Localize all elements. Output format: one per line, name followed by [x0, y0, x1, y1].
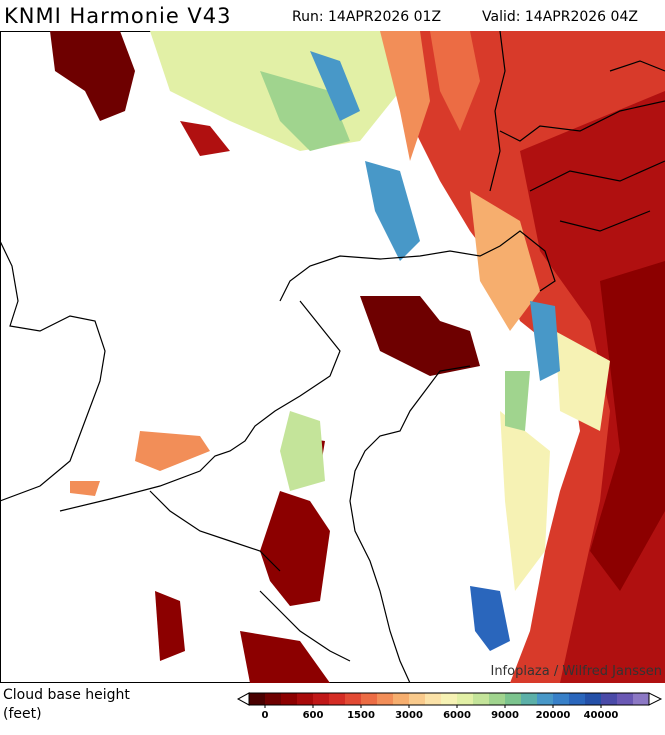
colorbar-swatch — [425, 693, 442, 705]
colorbar: 0 600 1500 3000 6000 9000 20000 40000 — [236, 692, 663, 721]
colorbar-swatch — [505, 693, 522, 705]
run-time: Run: 14APR2026 01Z — [292, 9, 442, 25]
title: KNMI Harmonie V43 — [4, 4, 232, 28]
credit: Infoplaza / Wilfred Janssen — [490, 664, 662, 679]
colorbar-swatch — [361, 693, 378, 705]
colorbar-swatch — [521, 693, 538, 705]
colorbar-swatch — [633, 693, 650, 705]
colorbar-swatch — [473, 693, 490, 705]
colorbar-swatch — [617, 693, 634, 705]
colorbar-tick-label: 40000 — [584, 710, 619, 721]
colorbar-swatch — [345, 693, 362, 705]
colorbar-swatch — [569, 693, 586, 705]
colorbar-swatch — [457, 693, 474, 705]
colorbar-swatch — [281, 693, 298, 705]
colorbar-swatch — [393, 693, 410, 705]
coastlines — [0, 31, 665, 683]
colorbar-tick-label: 0 — [262, 710, 269, 721]
colorbar-tick-label: 20000 — [536, 710, 571, 721]
colorbar-swatch — [297, 693, 314, 705]
map: Infoplaza / Wilfred Janssen — [0, 31, 665, 683]
colorbar-swatch — [249, 693, 266, 705]
colorbar-tick-label: 1500 — [347, 710, 375, 721]
colorbar-swatch — [377, 693, 394, 705]
legend-label: Cloud base height (feet) — [3, 687, 130, 722]
colorbar-swatch — [585, 693, 602, 705]
colorbar-arrow-right — [648, 692, 663, 706]
colorbar-swatch — [553, 693, 570, 705]
colorbar-swatch — [537, 693, 554, 705]
colorbar-tick-label: 6000 — [443, 710, 471, 721]
valid-time: Valid: 14APR2026 04Z — [482, 9, 638, 25]
colorbar-swatch — [601, 693, 618, 705]
colorbar-tick-label: 600 — [303, 710, 324, 721]
colorbar-swatch — [409, 693, 426, 705]
colorbar-tick-label: 9000 — [491, 710, 519, 721]
cloud-fields — [50, 31, 665, 683]
colorbar-arrow-left — [236, 692, 250, 706]
colorbar-swatch — [265, 693, 282, 705]
colorbar-swatch — [329, 693, 346, 705]
colorbar-swatch — [441, 693, 458, 705]
colorbar-swatch — [313, 693, 330, 705]
colorbar-tick-label: 3000 — [395, 710, 423, 721]
colorbar-swatch — [489, 693, 506, 705]
